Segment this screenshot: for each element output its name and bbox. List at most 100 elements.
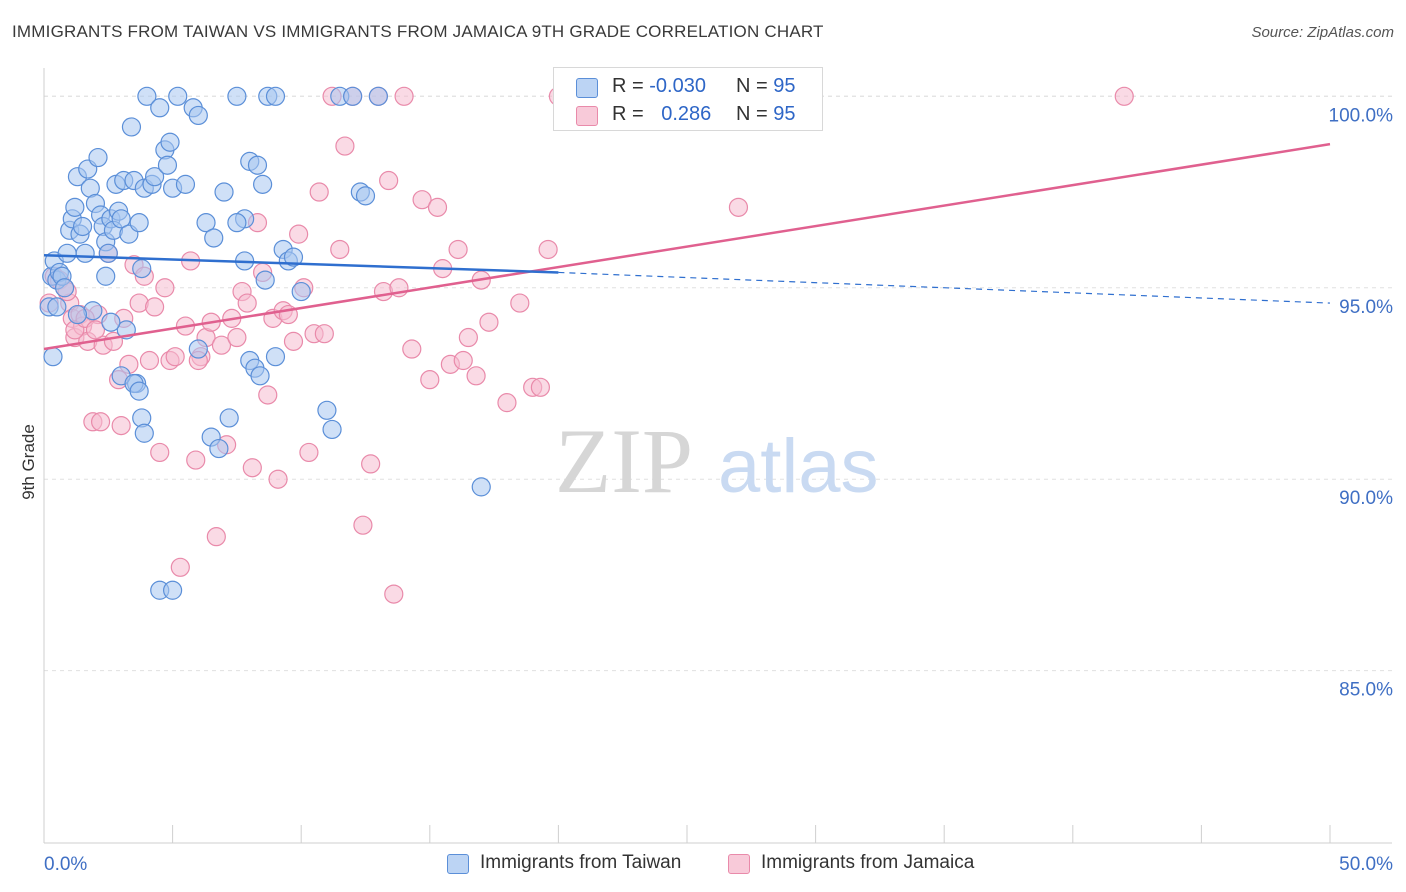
y-tick-label: 85.0% xyxy=(1339,680,1393,701)
point-jamaica xyxy=(237,293,257,313)
point-jamaica xyxy=(90,412,111,432)
point-taiwan xyxy=(265,347,286,367)
y-tick-label: 100.0% xyxy=(1329,105,1394,126)
point-jamaica xyxy=(538,239,558,260)
y-tick-label: 95.0% xyxy=(1339,297,1393,318)
point-jamaica xyxy=(150,442,170,463)
point-jamaica xyxy=(85,320,106,340)
point-taiwan xyxy=(343,86,363,106)
source-label: Source: ZipAtlas.com xyxy=(1251,24,1394,41)
point-taiwan xyxy=(65,197,85,217)
point-taiwan xyxy=(75,243,95,263)
point-jamaica xyxy=(466,366,486,386)
point-taiwan xyxy=(163,580,183,600)
point-taiwan xyxy=(150,98,170,118)
point-taiwan xyxy=(160,132,180,152)
point-taiwan xyxy=(209,438,229,459)
point-taiwan xyxy=(168,86,188,106)
legend-n-value-taiwan: 95 xyxy=(773,75,796,97)
point-jamaica xyxy=(510,293,530,313)
point-taiwan xyxy=(253,174,273,194)
point-jamaica xyxy=(283,331,304,351)
x-tick-label-min: 0.0% xyxy=(44,854,87,875)
legend-swatch-jamaica xyxy=(576,106,598,126)
point-taiwan xyxy=(471,477,491,497)
point-taiwan xyxy=(214,182,234,202)
point-jamaica xyxy=(227,327,247,348)
point-taiwan xyxy=(137,86,157,106)
bottom-legend-swatch-jamaica xyxy=(728,854,750,874)
point-taiwan xyxy=(111,209,131,229)
y-axis-label: 9th Grade xyxy=(19,424,38,500)
point-jamaica xyxy=(420,370,440,390)
point-taiwan xyxy=(144,167,165,187)
point-jamaica xyxy=(448,239,468,260)
point-jamaica xyxy=(479,312,499,332)
point-taiwan xyxy=(368,86,388,106)
point-jamaica xyxy=(289,224,309,244)
point-taiwan xyxy=(247,155,268,175)
point-jamaica xyxy=(353,515,373,535)
point-jamaica xyxy=(165,347,185,367)
point-jamaica xyxy=(242,458,262,478)
legend-r-value-jamaica: 0.286 xyxy=(661,103,712,125)
stats-legend: R = -0.030 N = 95 R = 0.286 N = 95 xyxy=(553,67,823,131)
point-taiwan xyxy=(250,366,270,386)
point-jamaica xyxy=(170,557,190,577)
point-jamaica xyxy=(335,136,355,156)
watermark-zip: ZIP xyxy=(555,410,693,512)
point-taiwan xyxy=(188,105,208,126)
point-taiwan xyxy=(219,408,239,428)
point-jamaica xyxy=(402,339,422,359)
series-taiwan-points xyxy=(39,86,491,600)
point-taiwan xyxy=(121,117,142,137)
point-jamaica xyxy=(394,86,414,106)
point-jamaica xyxy=(186,450,206,470)
point-taiwan xyxy=(196,213,216,233)
point-taiwan xyxy=(204,228,224,248)
axis-labels: 85.0% 90.0% 95.0% 100.0% 0.0% 50.0% 9th Grade xyxy=(19,105,1393,875)
point-taiwan xyxy=(67,304,88,325)
point-jamaica xyxy=(330,239,350,260)
point-jamaica xyxy=(530,377,550,397)
point-jamaica xyxy=(299,442,319,463)
point-taiwan xyxy=(98,243,118,263)
point-taiwan xyxy=(129,381,149,401)
point-taiwan xyxy=(134,423,154,443)
watermark-atlas: atlas xyxy=(718,424,879,509)
bottom-legend-label-taiwan: Immigrants from Taiwan xyxy=(480,852,682,873)
point-taiwan xyxy=(43,347,63,367)
x-tick-label-max: 50.0% xyxy=(1339,854,1393,875)
point-taiwan xyxy=(255,270,275,290)
point-taiwan xyxy=(88,147,108,168)
point-jamaica xyxy=(412,190,432,210)
point-jamaica xyxy=(258,385,278,405)
point-jamaica xyxy=(427,197,448,217)
axes xyxy=(43,68,1392,844)
point-taiwan xyxy=(291,281,311,302)
trend-line-jamaica xyxy=(43,142,1331,351)
point-taiwan xyxy=(283,247,304,267)
point-taiwan xyxy=(54,278,75,298)
point-jamaica xyxy=(361,454,381,474)
point-jamaica xyxy=(155,278,175,298)
point-taiwan xyxy=(47,297,67,317)
bottom-legend-swatch-taiwan xyxy=(447,854,469,874)
y-tick-label: 90.0% xyxy=(1339,488,1393,509)
trend-line-taiwan xyxy=(43,253,559,274)
point-taiwan xyxy=(101,312,121,332)
point-taiwan xyxy=(227,86,247,106)
point-taiwan xyxy=(57,243,77,263)
point-taiwan xyxy=(317,400,337,420)
point-jamaica xyxy=(458,327,478,348)
point-jamaica xyxy=(379,170,399,191)
point-jamaica xyxy=(139,350,160,371)
legend-r-label: R = xyxy=(612,103,644,125)
point-taiwan xyxy=(72,216,93,237)
point-taiwan xyxy=(188,339,208,359)
point-jamaica xyxy=(384,584,404,604)
point-jamaica xyxy=(453,350,473,371)
point-taiwan xyxy=(129,213,149,233)
point-jamaica xyxy=(497,393,517,413)
point-taiwan xyxy=(175,174,196,194)
